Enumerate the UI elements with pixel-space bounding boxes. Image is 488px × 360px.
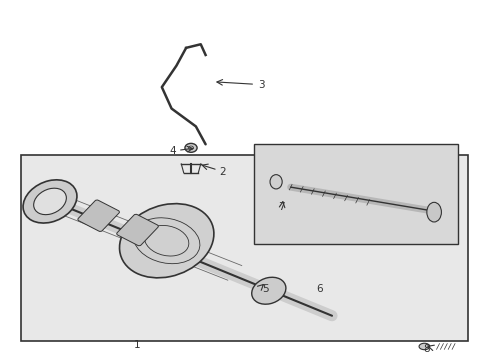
Text: 8: 8: [423, 343, 429, 354]
Ellipse shape: [34, 188, 66, 215]
Ellipse shape: [119, 204, 213, 278]
Ellipse shape: [426, 202, 441, 222]
FancyBboxPatch shape: [78, 200, 119, 231]
Text: 2: 2: [219, 167, 225, 177]
FancyBboxPatch shape: [117, 214, 158, 246]
Text: 5: 5: [262, 284, 268, 294]
Text: 3: 3: [258, 80, 264, 90]
Ellipse shape: [251, 277, 285, 304]
Text: 4: 4: [169, 146, 176, 156]
Ellipse shape: [23, 180, 77, 223]
Text: 1: 1: [134, 340, 141, 350]
Bar: [254, 144, 458, 244]
Bar: [21, 155, 467, 341]
Ellipse shape: [184, 143, 197, 152]
Ellipse shape: [269, 175, 282, 189]
Ellipse shape: [188, 146, 193, 150]
Text: 6: 6: [316, 284, 323, 294]
Text: 7: 7: [277, 202, 284, 212]
Ellipse shape: [418, 343, 429, 350]
